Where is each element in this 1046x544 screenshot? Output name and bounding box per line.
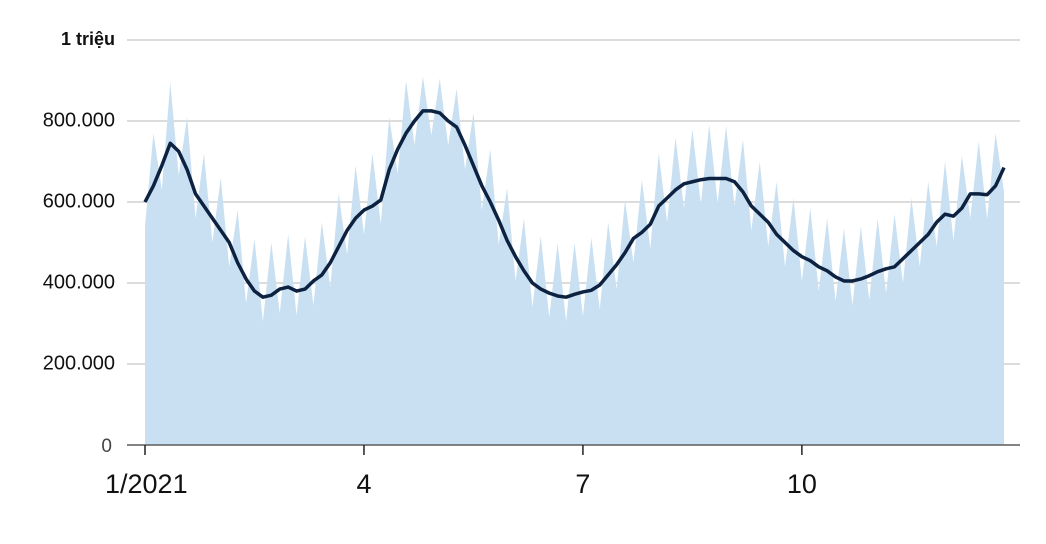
y-tick-label: 1 triệu: [61, 29, 115, 49]
y-tick-label: 800.000: [43, 109, 115, 131]
y-tick-label: 600.000: [43, 190, 115, 212]
x-tick-label: 4: [356, 469, 371, 499]
x-tick-label: 1/2021: [105, 469, 188, 499]
area: [145, 76, 1004, 445]
y-tick-label: 200.000: [43, 352, 115, 374]
y-tick-label: 0: [101, 436, 112, 457]
x-tick-label: 10: [787, 469, 817, 499]
line: [143, 109, 1006, 299]
x-tick-label: 7: [575, 469, 590, 499]
y-tick-label: 400.000: [43, 271, 115, 293]
